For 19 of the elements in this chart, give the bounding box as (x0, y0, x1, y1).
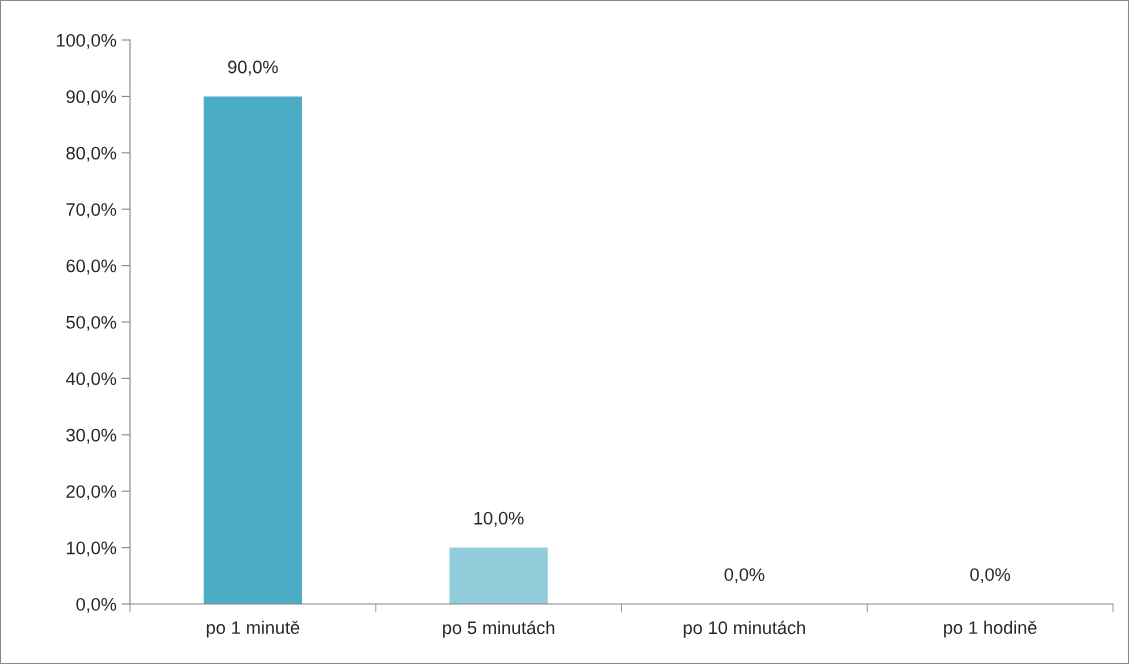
y-tick-label: 80,0% (66, 146, 117, 162)
y-tick-label: 20,0% (66, 485, 117, 501)
y-tick-label: 70,0% (66, 203, 117, 219)
data-label: 0,0% (724, 568, 765, 584)
x-tick-label: po 5 minutách (443, 620, 555, 638)
y-tick-label: 40,0% (66, 372, 117, 388)
y-tick-label: 30,0% (66, 428, 117, 444)
y-tick-label: 50,0% (66, 315, 117, 331)
y-tick-label: 100,0% (56, 33, 117, 49)
y-tick-label: 10,0% (66, 541, 117, 557)
data-label: 10,0% (474, 511, 524, 527)
y-tick-label: 90,0% (66, 90, 117, 106)
y-tick-label: 60,0% (66, 259, 117, 275)
y-tick-label: 0,0% (76, 597, 117, 613)
x-tick-label: po 1 minutě (206, 620, 300, 638)
x-tick-label: po 10 minutách (683, 620, 805, 638)
data-label: 90,0% (228, 60, 278, 76)
data-label: 0,0% (970, 568, 1011, 584)
x-tick-label: po 1 hodině (944, 620, 1037, 638)
